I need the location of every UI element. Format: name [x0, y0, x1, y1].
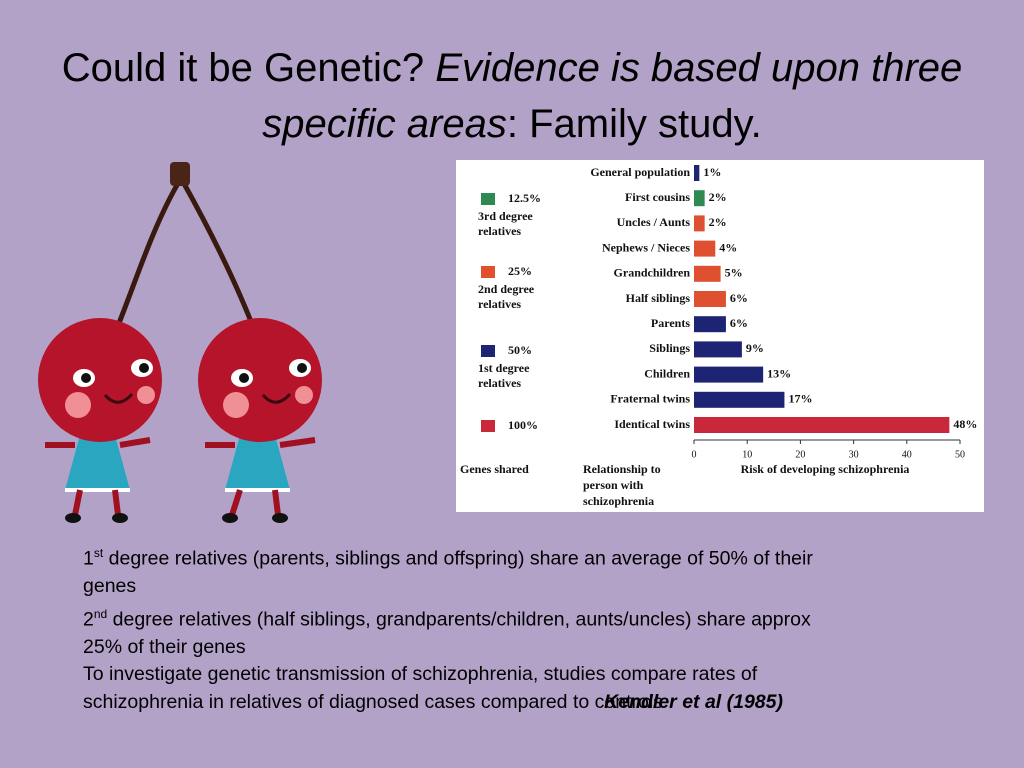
title-italic: Evidence is based upon three specific ar…	[262, 46, 963, 146]
legend-swatch	[481, 193, 495, 205]
category-label: Parents	[651, 316, 690, 330]
legend-sublabel: relatives	[478, 224, 521, 238]
bar	[694, 265, 721, 282]
x-tick-label: 0	[692, 449, 697, 460]
legend-sublabel: relatives	[478, 376, 521, 390]
cherry-left	[38, 318, 162, 523]
category-label: Nephews / Nieces	[602, 240, 690, 254]
category-label: Half siblings	[626, 291, 691, 305]
bar	[694, 291, 726, 307]
category-label: Fraternal twins	[610, 392, 690, 406]
category-label: Uncles / Aunts	[617, 215, 691, 229]
value-label: 2%	[709, 215, 727, 229]
bar	[694, 341, 742, 358]
legend-label: 50%	[508, 343, 532, 357]
x-tick-label: 10	[742, 449, 752, 460]
category-axis-label: Relationship to	[583, 462, 661, 476]
category-label: Siblings	[649, 341, 690, 355]
chart: General population 1% First cousins 2% Uncle…	[456, 160, 984, 512]
bar	[694, 316, 726, 333]
value-label: 1%	[703, 165, 721, 179]
body-text: 1st degree relatives (parents, siblings …	[83, 540, 843, 716]
value-label: 5%	[725, 266, 743, 280]
value-label: 2%	[709, 190, 727, 204]
citation: Kendler et al (1985)	[604, 690, 783, 713]
ordinal-number: 1	[83, 547, 94, 570]
legend-sublabel: 2nd degree	[478, 282, 535, 296]
paragraph: To investigate genetic transmission of s…	[83, 661, 843, 716]
paragraph: 1st degree relatives (parents, siblings …	[83, 540, 843, 601]
legend-label: 25%	[508, 264, 532, 278]
bar	[694, 391, 785, 408]
legend-swatch	[481, 266, 495, 278]
legend-sublabel: 1st degree	[478, 361, 530, 375]
category-label: General population	[590, 165, 690, 179]
value-label: 6%	[730, 316, 748, 330]
x-tick-label: 50	[955, 449, 965, 460]
category-axis-label: person with	[583, 478, 644, 492]
ordinal-suffix: st	[93, 546, 104, 560]
title-rest: : Family study.	[506, 102, 762, 146]
x-tick-label: 20	[795, 449, 805, 460]
x-tick-label: 40	[902, 449, 912, 460]
ordinal-suffix: nd	[93, 606, 108, 621]
legend-sublabel: 3rd degree	[478, 209, 533, 223]
paragraph-text: degree relatives (half siblings, grandpa…	[83, 608, 811, 658]
x-axis-label: Risk of developing schizophrenia	[741, 462, 910, 476]
bar	[694, 417, 950, 433]
legend-label: 12.5%	[508, 191, 541, 205]
x-tick-label: 30	[849, 449, 859, 460]
bar	[694, 215, 705, 232]
category-label: Identical twins	[614, 417, 690, 431]
value-label: 4%	[719, 240, 737, 254]
chart-background	[456, 160, 984, 512]
category-label: First cousins	[625, 190, 690, 204]
bar	[694, 240, 716, 257]
bar	[694, 165, 700, 181]
paragraph: 2nd degree relatives (half siblings, gra…	[83, 601, 843, 662]
paragraph-text: degree relatives (parents, siblings and …	[83, 547, 813, 598]
legend-label: 100%	[508, 418, 538, 432]
ordinal-number: 2	[83, 608, 94, 630]
bar	[694, 190, 705, 207]
value-label: 48%	[953, 417, 977, 431]
legend-swatch	[481, 345, 495, 357]
legend-title: Genes shared	[460, 462, 529, 476]
legend-swatch	[481, 420, 495, 432]
category-label: Children	[644, 366, 690, 380]
value-label: 6%	[730, 291, 748, 305]
category-label: Grandchildren	[614, 266, 691, 280]
bar	[694, 366, 764, 383]
category-axis-label: schizophrenia	[583, 494, 654, 508]
value-label: 17%	[788, 392, 812, 406]
value-label: 13%	[767, 366, 791, 380]
title-plain: Could it be Genetic?	[61, 46, 425, 90]
value-label: 9%	[746, 341, 764, 355]
cherry-right	[198, 318, 322, 523]
cherries-illustration	[38, 162, 322, 523]
slide-title: Could it be Genetic? Evidence is based u…	[60, 40, 964, 152]
paragraph-text: To investigate genetic transmission of s…	[83, 663, 758, 713]
legend-sublabel: relatives	[478, 297, 521, 311]
